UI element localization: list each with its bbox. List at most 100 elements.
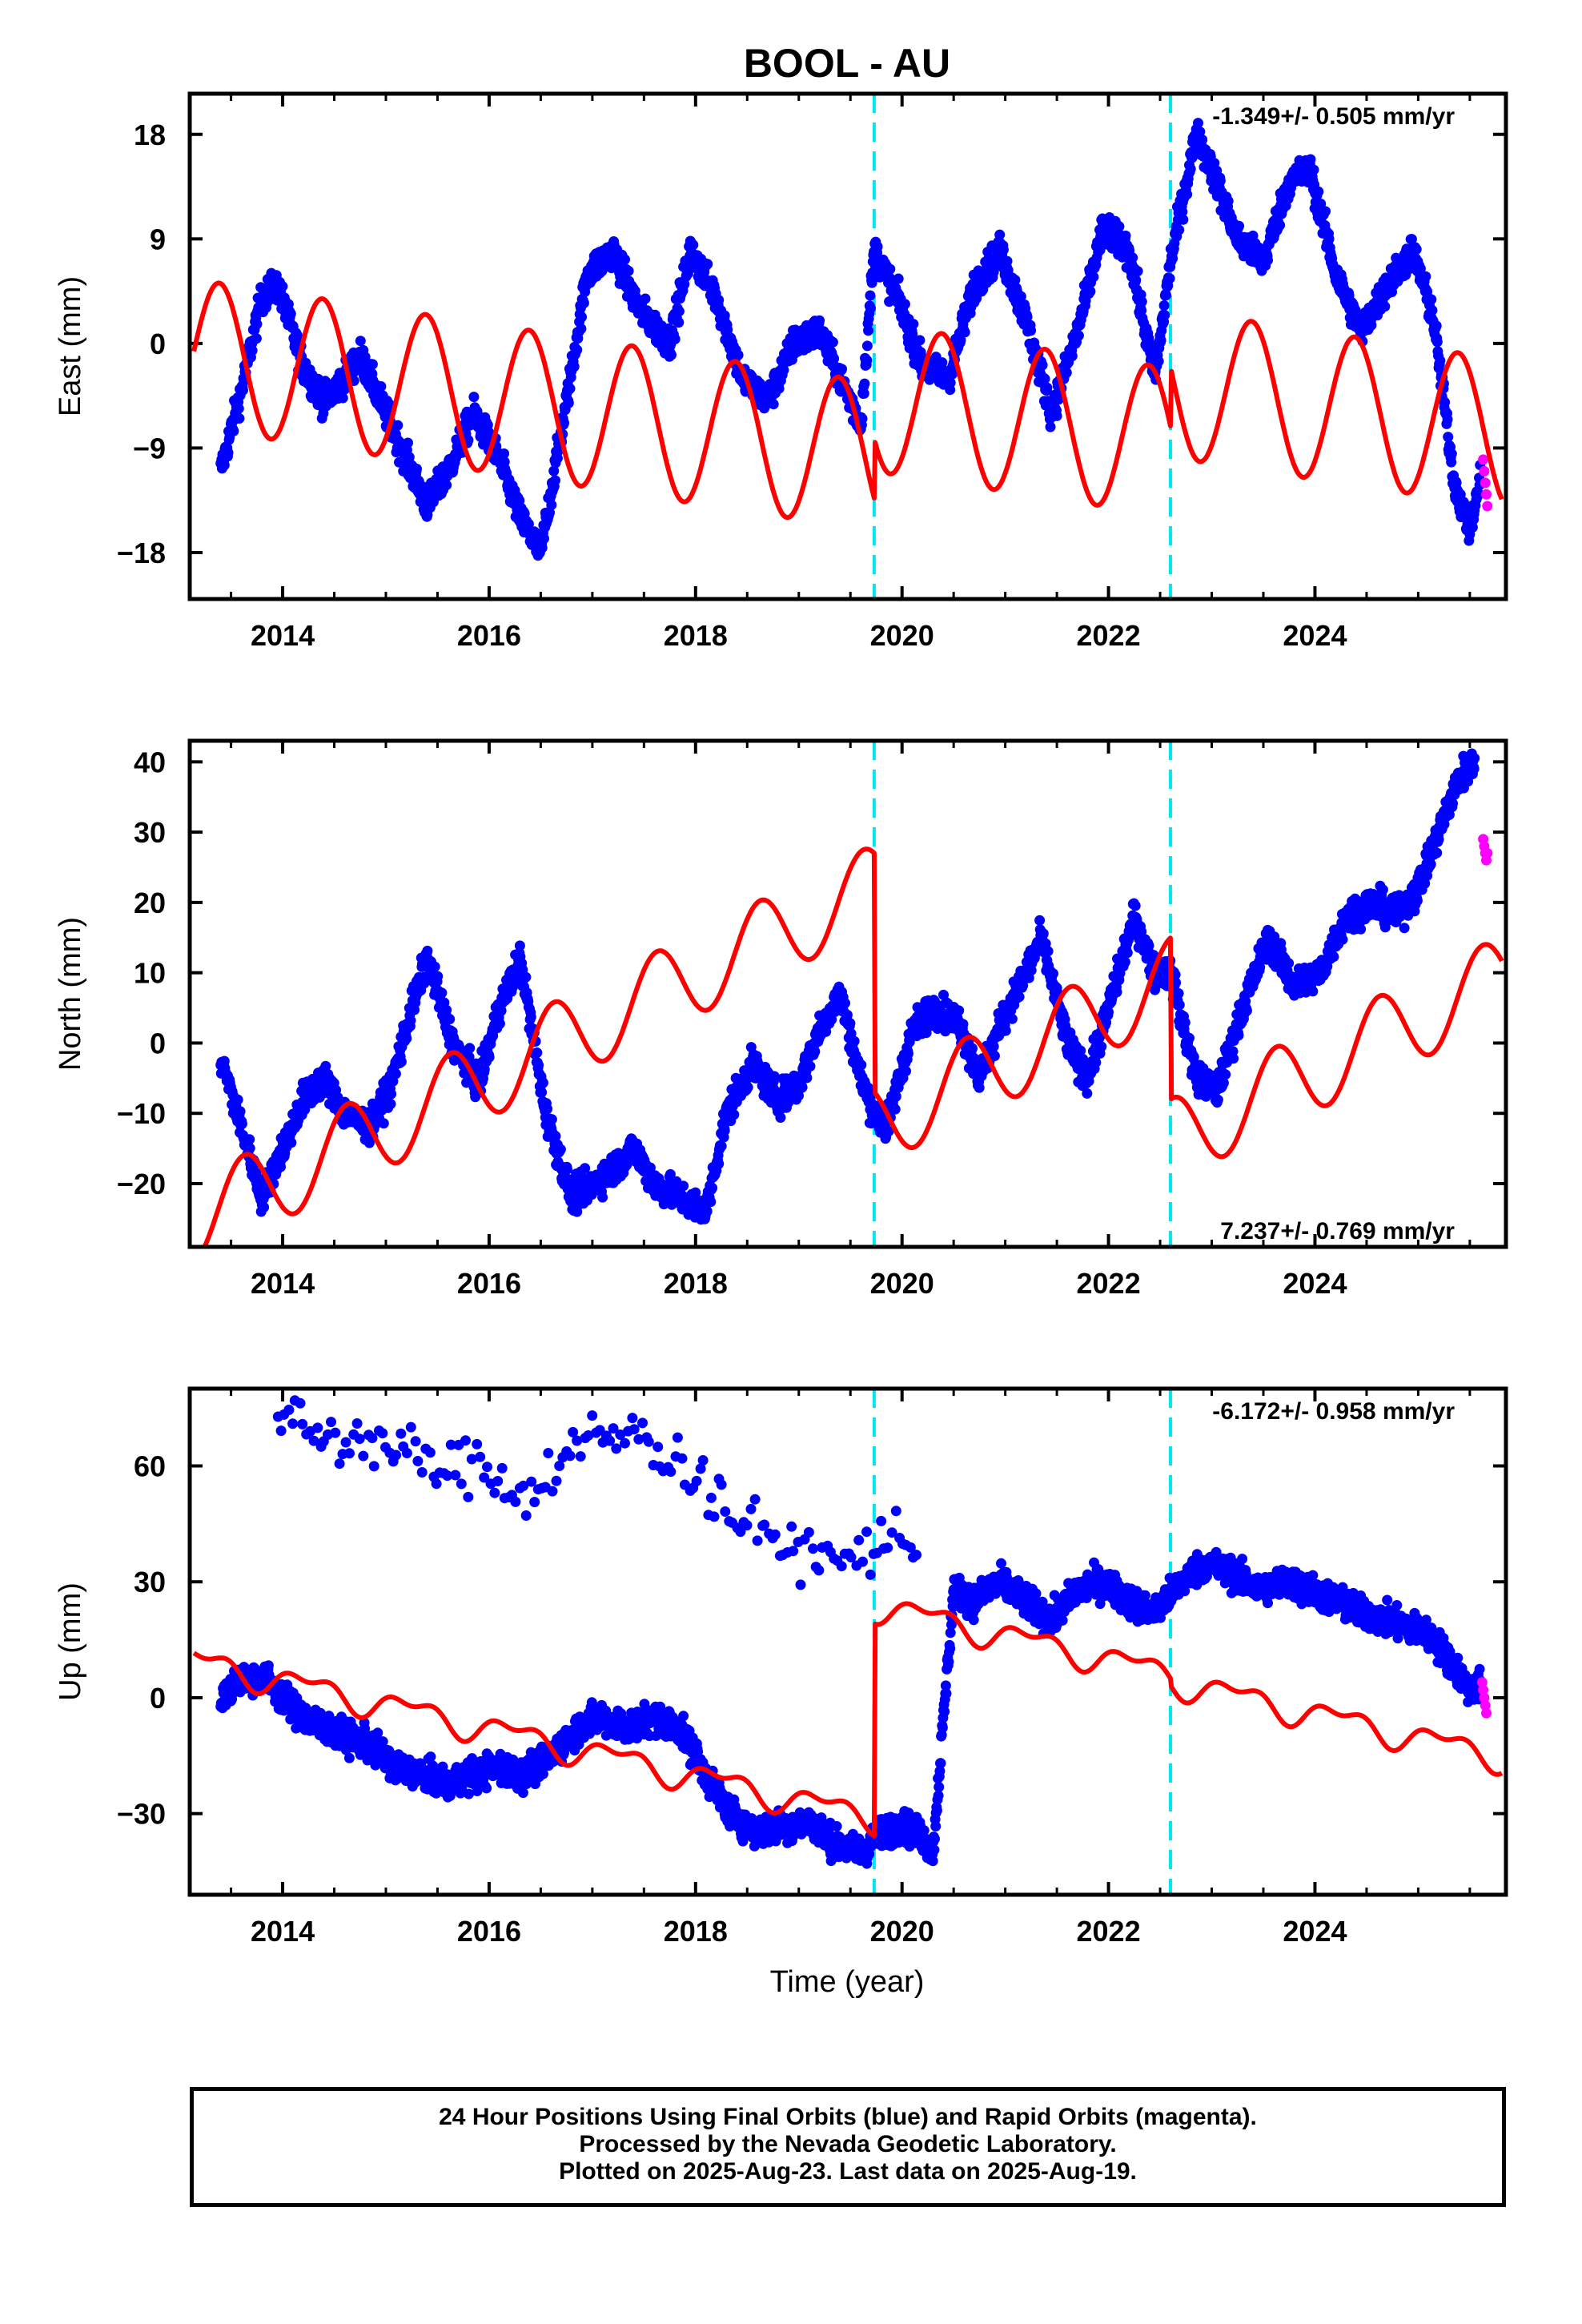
east-final-point xyxy=(1215,175,1226,187)
east-final-point xyxy=(669,333,681,344)
east-final-point xyxy=(233,403,244,414)
north-final-point xyxy=(299,1104,311,1116)
north-final-point xyxy=(713,1158,725,1169)
north-final-point xyxy=(494,1018,505,1029)
north-final-point xyxy=(775,1112,786,1123)
north-final-point xyxy=(1042,946,1054,957)
north-final-point xyxy=(259,1202,270,1212)
east-final-point xyxy=(559,417,569,428)
north-final-point xyxy=(1111,987,1122,998)
east-final-point xyxy=(1467,522,1478,533)
north-xtick-label-2022: 2022 xyxy=(1077,1267,1141,1300)
north-final-point xyxy=(719,1125,730,1136)
north-final-point xyxy=(542,1104,553,1115)
north-final-point xyxy=(954,1005,965,1016)
north-final-point xyxy=(597,1192,608,1203)
east-final-point xyxy=(1234,220,1245,231)
east-final-point xyxy=(1426,294,1437,305)
north-final-point xyxy=(665,1168,676,1180)
north-final-point xyxy=(988,1041,999,1052)
north-panel: North (mm) 2014 2016 2018 2020 2022 2024−20−1… xyxy=(54,738,1508,1300)
east-final-point xyxy=(1061,367,1072,378)
east-final-point xyxy=(666,349,677,360)
north-final-point xyxy=(1038,928,1049,939)
east-final-point xyxy=(829,353,840,364)
east-final-point xyxy=(1473,489,1484,499)
north-ytick-label: 0 xyxy=(150,1027,166,1059)
east-final-point xyxy=(1066,351,1078,362)
east-rapid-point xyxy=(1479,465,1490,476)
north-final-point xyxy=(678,1180,689,1192)
north-final-point xyxy=(1130,900,1141,911)
north-final-point xyxy=(856,1059,867,1071)
east-final-point xyxy=(640,293,651,304)
east-final-point xyxy=(1114,221,1125,232)
east-final-point xyxy=(893,273,904,284)
north-final-point xyxy=(989,1051,1000,1061)
east-final-point xyxy=(223,447,234,458)
east-final-point xyxy=(234,413,245,424)
east-final-point xyxy=(858,388,869,399)
east-final-point xyxy=(1443,432,1454,443)
north-final-point xyxy=(520,971,532,983)
east-rapid-point xyxy=(1481,489,1492,500)
east-final-point xyxy=(1002,255,1013,267)
east-final-point xyxy=(907,328,918,340)
east-final-point xyxy=(412,464,422,474)
east-final-point xyxy=(238,384,248,396)
north-final-point xyxy=(422,945,433,956)
east-final-point xyxy=(1439,396,1451,408)
east-final-point xyxy=(1130,275,1142,286)
east-final-point xyxy=(1193,118,1203,129)
east-final-point xyxy=(1275,219,1286,231)
east-final-point xyxy=(1427,305,1438,316)
east-ytick-label: 18 xyxy=(134,119,166,151)
north-ytick-label: 40 xyxy=(134,746,166,778)
north-final-point xyxy=(707,1182,718,1193)
north-final-point xyxy=(890,1091,901,1102)
east-final-point xyxy=(1159,310,1170,320)
north-final-point xyxy=(1184,1032,1195,1043)
north-xtick-label-2020: 2020 xyxy=(870,1267,934,1300)
east-final-point xyxy=(863,325,873,336)
north-xtick-label-2014: 2014 xyxy=(251,1267,315,1300)
north-final-point xyxy=(1006,1013,1018,1024)
north-final-point xyxy=(1103,1007,1114,1018)
east-final-point xyxy=(1085,286,1096,297)
east-final-point xyxy=(251,319,263,330)
east-final-point xyxy=(403,437,413,448)
east-final-point xyxy=(1308,164,1319,175)
east-xtick-label-2020: 2020 xyxy=(870,619,934,652)
east-final-point xyxy=(1431,336,1443,348)
east-final-point xyxy=(908,319,919,330)
east-final-point xyxy=(947,368,958,380)
north-final-point xyxy=(390,1068,401,1080)
east-final-point xyxy=(959,327,970,338)
north-final-point xyxy=(849,1035,860,1047)
north-final-point xyxy=(889,1104,901,1115)
east-final-point xyxy=(568,361,580,372)
east-final-point xyxy=(277,281,288,292)
east-final-point xyxy=(914,335,926,346)
east-final-point xyxy=(1415,263,1426,274)
east-final-point xyxy=(620,254,630,265)
east-final-point xyxy=(1177,207,1188,217)
east-final-point xyxy=(578,297,589,308)
north-xtick-label-2016: 2016 xyxy=(457,1267,521,1300)
east-final-point xyxy=(1178,214,1189,225)
north-final-point xyxy=(244,1143,255,1154)
north-axis-label: North (mm) xyxy=(54,917,87,1071)
north-ytick-label: 20 xyxy=(134,887,166,919)
east-ytick-label: 0 xyxy=(150,328,166,360)
east-final-point xyxy=(285,308,296,320)
north-plot-area xyxy=(202,741,1504,1247)
north-final-point xyxy=(1034,915,1046,926)
north-final-point xyxy=(1174,999,1185,1011)
east-final-point xyxy=(1158,300,1170,311)
east-final-point xyxy=(857,413,868,424)
north-final-point xyxy=(901,1066,911,1076)
east-final-point xyxy=(1127,252,1138,263)
east-final-point xyxy=(550,475,560,486)
east-final-point xyxy=(1185,163,1196,175)
north-final-point xyxy=(729,1109,740,1120)
